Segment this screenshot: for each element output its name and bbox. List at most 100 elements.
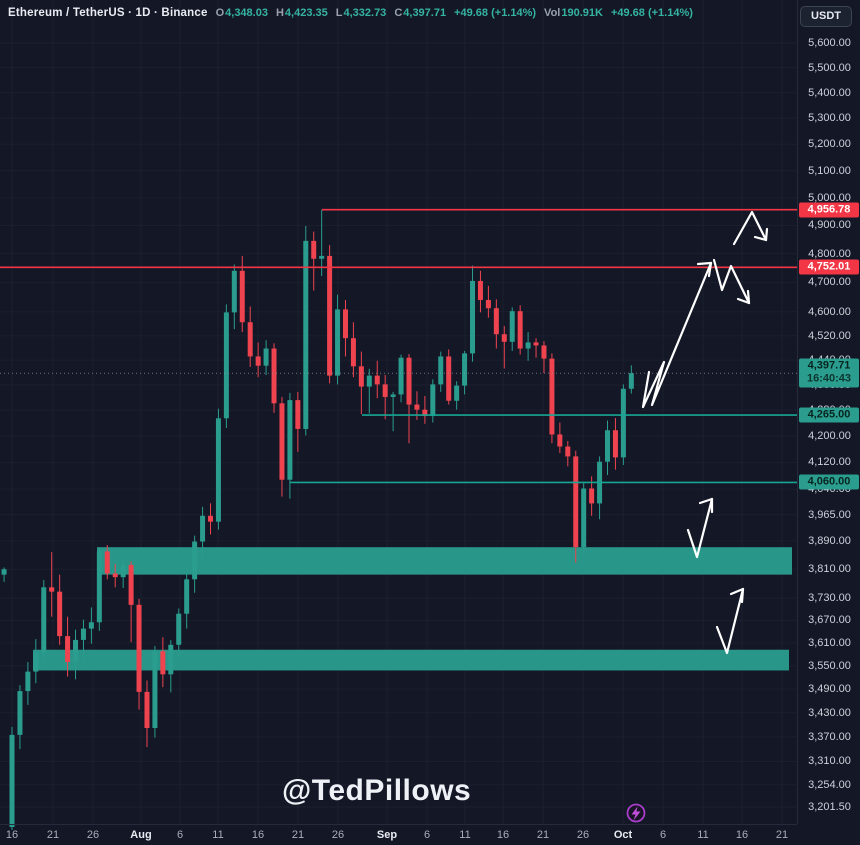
time-axis-day-label: 11 [212, 829, 224, 841]
candle [9, 734, 15, 827]
price-axis-label: 5,000.00 [808, 191, 851, 204]
candle [350, 338, 356, 367]
price-badge-4752: 4,752.01 [799, 259, 859, 275]
price-axis-label: 5,600.00 [808, 37, 851, 49]
candle [41, 587, 47, 654]
price-axis[interactable]: 5,600.00 5,500.00 5,400.00 5,300.00 5,200.00… [797, 0, 860, 824]
price-axis-label: 3,490.00 [808, 683, 851, 696]
candle [104, 551, 110, 574]
projection-arrow-mid-up[interactable] [641, 261, 713, 409]
time-axis[interactable]: 16 21 26 Aug 6 11 16 21 26 Sep 6 11 16 21 26 Oct 6 11 16 21 [0, 824, 797, 845]
price-axis-label: 4,900.00 [808, 219, 851, 232]
bounce-arrow-lower-zone[interactable] [715, 587, 745, 655]
time-axis-day-label: 26 [576, 829, 590, 841]
price-axis-label: 5,100.00 [808, 164, 851, 177]
candle [470, 280, 476, 354]
price-axis-label: 4,120.00 [808, 456, 851, 469]
bounce-arrow-lower-zone[interactable] [740, 587, 745, 604]
candle [49, 587, 55, 592]
candle [295, 400, 301, 429]
price-axis-label: 3,370.00 [808, 730, 851, 743]
candle [128, 564, 134, 605]
candle [335, 309, 341, 376]
candle [382, 384, 388, 397]
time-axis-day-label: 26 [331, 829, 345, 841]
candlestick-chart[interactable] [0, 0, 797, 830]
ohlc-open: O4,348.03 [215, 7, 268, 19]
lightning-bolt-icon [631, 806, 641, 821]
candle [25, 671, 31, 692]
price-axis-label: 3,430.00 [808, 706, 851, 719]
last-price-badge: 4,397.71 16:40:43 [799, 358, 859, 388]
demand-zone-lower[interactable] [33, 649, 789, 671]
price-axis-label: 3,965.00 [808, 508, 851, 521]
candle [287, 400, 293, 480]
time-axis-day-label: 16 [5, 829, 19, 841]
candle [462, 353, 468, 386]
projection-arrow-mid-up[interactable] [696, 261, 713, 266]
candle [80, 628, 86, 640]
bounce-arrow-upper-zone[interactable] [698, 497, 714, 505]
candle [223, 312, 229, 419]
price-axis-label: 5,500.00 [808, 61, 851, 74]
currency-toggle-button[interactable]: USDT [800, 6, 852, 27]
candle [612, 430, 618, 458]
candle [509, 311, 515, 342]
candle [279, 403, 285, 480]
price-axis-label: 3,670.00 [808, 614, 851, 627]
candle [565, 446, 571, 457]
candle [430, 384, 436, 417]
candle [176, 613, 182, 645]
price-axis-label: 5,300.00 [808, 112, 851, 125]
projection-arrow-top[interactable] [753, 235, 768, 242]
candle [215, 418, 221, 522]
volume-readout: Vol190.91K [544, 7, 603, 19]
symbol-legend: Ethereum / TetherUS · 1D · Binance O4,34… [8, 7, 693, 19]
candle [152, 651, 158, 729]
symbol-title[interactable]: Ethereum / TetherUS · 1D · Binance [8, 7, 208, 19]
time-axis-day-label: 16 [496, 829, 510, 841]
candle [454, 385, 460, 401]
watermark: @TedPillows [282, 774, 472, 807]
price-axis-label: 4,800.00 [808, 247, 851, 260]
price-badge-4265: 4,265.00 [799, 407, 859, 423]
time-axis-day-label: 16 [735, 829, 749, 841]
time-axis-month-label: Sep [376, 829, 398, 841]
candle [96, 551, 102, 623]
candle [136, 604, 142, 692]
candle [620, 388, 626, 458]
candle [88, 622, 94, 629]
candle [160, 651, 166, 675]
projection-arrow-mid-down[interactable] [746, 289, 751, 305]
bounce-arrow-lower-zone[interactable] [729, 587, 745, 596]
candle [517, 311, 523, 349]
candle [303, 240, 309, 429]
candle [390, 394, 396, 397]
candle [557, 434, 563, 447]
projection-arrow-mid-down[interactable] [736, 297, 751, 305]
price-axis-label: 3,550.00 [808, 659, 851, 672]
candle [438, 356, 444, 385]
candle [239, 270, 245, 323]
price-axis-label: 5,200.00 [808, 138, 851, 151]
candle [319, 255, 325, 259]
demand-zone-upper[interactable] [97, 547, 792, 575]
projection-arrow-top[interactable] [732, 210, 768, 246]
candle [73, 639, 79, 662]
time-axis-day-label: 21 [775, 829, 789, 841]
candle [501, 334, 507, 342]
price-change: +49.68 (+1.14%) [454, 7, 537, 19]
projection-arrow-top[interactable] [764, 227, 769, 242]
projection-arrow-mid-up[interactable] [707, 261, 713, 278]
candle [200, 515, 206, 542]
candle [573, 456, 579, 548]
time-axis-day-label: 11 [697, 829, 709, 841]
candle [628, 373, 634, 389]
price-axis-label: 3,310.00 [808, 755, 851, 768]
projection-arrow-mid-down[interactable] [712, 258, 751, 305]
candle [446, 356, 452, 401]
time-axis-day-label: 6 [176, 829, 184, 841]
candle [231, 270, 237, 313]
bounce-arrow-upper-zone[interactable] [686, 497, 714, 559]
